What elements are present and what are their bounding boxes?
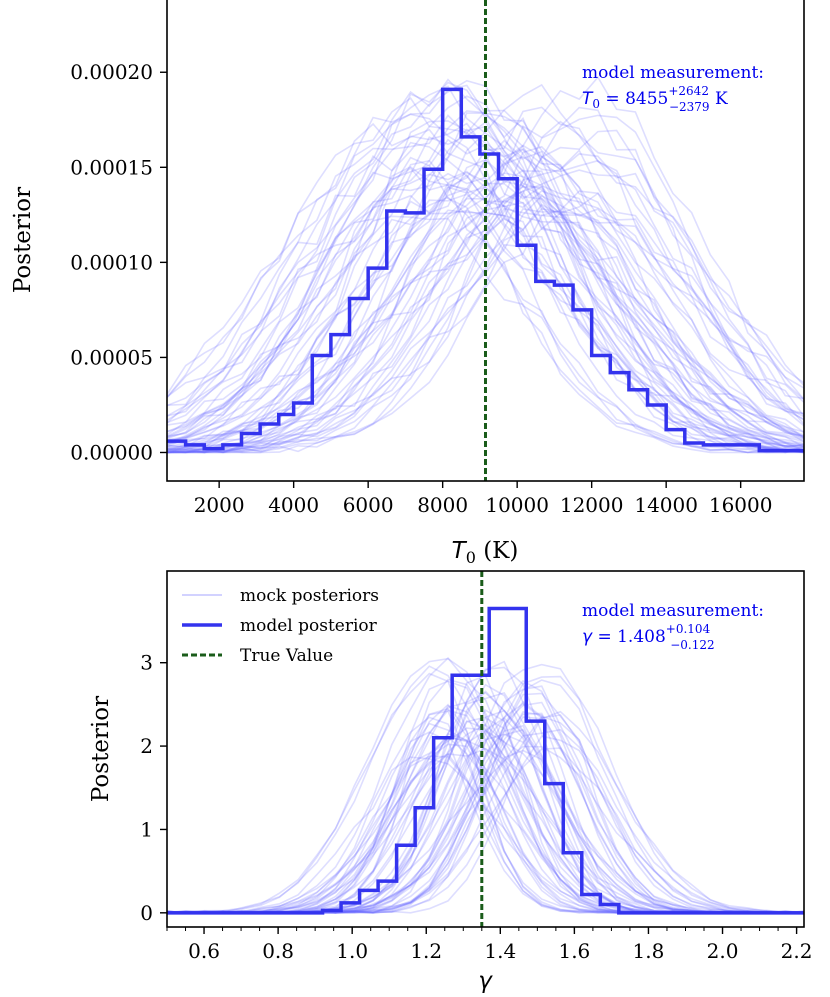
model-posterior-step [167, 606, 804, 915]
x-tick-label: 10000 [485, 493, 549, 517]
mock-posterior-line [167, 685, 804, 914]
mock-posterior-line [167, 691, 804, 914]
y-tick-label: 0.00000 [70, 440, 153, 464]
model-posterior-bottom [167, 606, 804, 915]
legend-label-true: True Value [240, 646, 333, 666]
x-tick-label: 1.8 [633, 939, 665, 963]
mock-posterior-line [167, 106, 804, 450]
y-tick-label: 1 [140, 817, 153, 841]
x-tick-label: 1.2 [410, 939, 442, 963]
mock-posterior-line [167, 723, 804, 914]
legend: mock posteriors model posterior True Val… [182, 586, 379, 666]
mock-posterior-line [167, 145, 804, 454]
x-tick-label: 4000 [268, 493, 319, 517]
mock-posterior-line [167, 190, 804, 454]
svg-text:model measurement:: model measurement: [582, 63, 764, 83]
x-tick-label: 14000 [634, 493, 698, 517]
y-tick-label: 0.00005 [70, 345, 153, 369]
mock-posterior-line [167, 120, 804, 449]
svg-text:γ = 1.408+0.104−0.122: γ = 1.408+0.104 −0.122 [582, 622, 715, 652]
y-ticks-bottom: 0 1 2 3 [140, 651, 167, 925]
y-tick-label: 0 [140, 901, 153, 925]
model-posterior-step [167, 87, 804, 453]
mock-posterior-line [167, 159, 804, 454]
mock-posterior-line [167, 158, 804, 448]
y-tick-label: 0.00015 [70, 155, 153, 179]
y-tick-label: 0.00010 [70, 250, 153, 274]
legend-label-mock: mock posteriors [240, 586, 379, 606]
x-tick-label: 0.8 [262, 939, 294, 963]
x-axis-label-top: T0 (K) [452, 538, 519, 567]
mock-posteriors-bottom [167, 656, 804, 914]
mock-posterior-line [167, 727, 804, 914]
y-axis-label-bottom: Posterior [88, 696, 114, 802]
mock-posterior-line [167, 186, 804, 433]
x-tick-label: 8000 [417, 493, 468, 517]
mock-posterior-line [167, 158, 804, 452]
plot-frame-bottom [166, 570, 805, 928]
mock-posterior-line [167, 724, 804, 914]
y-tick-label: 0.00020 [70, 60, 153, 84]
mock-posterior-line [167, 128, 804, 454]
y-axis-label-top: Posterior [10, 187, 36, 293]
legend-label-model: model posterior [240, 616, 378, 636]
t0-posterior-panel: 2000 4000 6000 8000 10000 12000 14000 16000 0.0… [10, 0, 805, 567]
y-tick-label: 3 [140, 651, 153, 675]
mock-posterior-line [167, 129, 804, 454]
mock-posterior-line [167, 139, 804, 454]
x-tick-label: 2.0 [707, 939, 739, 963]
x-tick-label: 0.6 [188, 939, 220, 963]
mock-posterior-line [167, 167, 804, 454]
mock-posterior-line [167, 78, 804, 446]
x-tick-label: 1.4 [484, 939, 516, 963]
x-tick-label: 1.0 [336, 939, 368, 963]
y-tick-label: 2 [140, 734, 153, 758]
gamma-posterior-panel: 0.6 0.8 1.0 1.2 1.4 1.6 1.8 2.0 2.2 0 1 2 3 Posteri… [88, 570, 813, 994]
x-tick-label: 2000 [194, 493, 245, 517]
svg-text:T0 = 8455+2642−2379 K: T0 = 8455+2642 −2379 K [582, 84, 728, 114]
measurement-annotation-bottom: model measurement: γ = 1.408+0.104 −0.122 [582, 601, 764, 652]
mock-posterior-line [167, 194, 804, 447]
x-tick-label: 2.2 [781, 939, 813, 963]
x-ticks-top: 2000 4000 6000 8000 10000 12000 14000 16000 [194, 481, 773, 517]
x-axis-label-bottom: γ [478, 968, 493, 994]
mock-posterior-line [167, 113, 804, 454]
measurement-annotation-top: model measurement: T0 = 8455+2642 −2379 K [582, 63, 764, 114]
mock-posterior-line [167, 172, 804, 452]
model-posterior-top [167, 87, 804, 453]
y-ticks-top: 0.00000 0.00005 0.00010 0.00015 0.00020 [70, 60, 167, 464]
mock-posterior-line [167, 180, 804, 454]
x-tick-label: 1.6 [558, 939, 590, 963]
mock-posterior-line [167, 170, 804, 448]
x-tick-label: 16000 [709, 493, 773, 517]
svg-text:model measurement:: model measurement: [582, 601, 764, 621]
x-tick-label: 12000 [560, 493, 624, 517]
mock-posterior-line [167, 85, 804, 452]
x-ticks-bottom: 0.6 0.8 1.0 1.2 1.4 1.6 1.8 2.0 2.2 [166, 927, 813, 963]
x-tick-label: 6000 [343, 493, 394, 517]
plot-frame-top [166, 0, 805, 482]
